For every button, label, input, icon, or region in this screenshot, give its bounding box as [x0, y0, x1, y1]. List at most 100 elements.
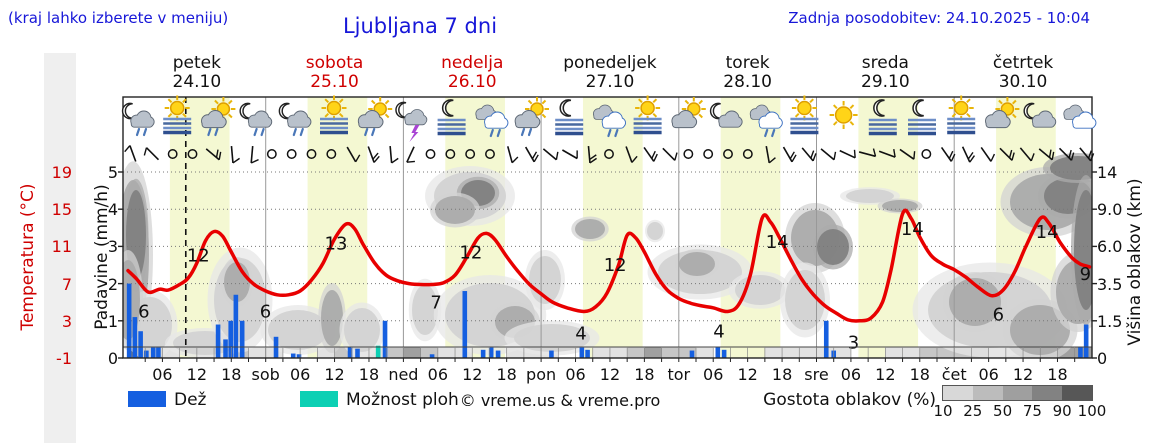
calm-wind-icon: [286, 149, 297, 159]
wind-barb-icon: [858, 148, 877, 158]
cloud-blob: [321, 290, 343, 346]
density-cell: [437, 347, 456, 358]
day-date-label: 30.10: [998, 72, 1048, 92]
cloud-blob: [817, 229, 849, 265]
clouds-drizzle-icon: [475, 104, 509, 138]
side-strip: [44, 53, 76, 443]
last-update-text: Zadnja posodobitev: 24.10.2025 - 10:04: [788, 9, 1090, 27]
cloud-axis-tick: 1.5: [1097, 311, 1123, 331]
temp-value-label: 13: [325, 233, 348, 254]
cloud-blob: [1010, 305, 1070, 355]
clouds-icon: [1063, 104, 1097, 129]
copyright-link[interactable]: © vreme.us & vreme.pro: [459, 391, 661, 410]
precip-axis-tick: 2: [107, 274, 118, 294]
day-abbr-label: sob: [251, 365, 280, 384]
rain-bar: [382, 320, 388, 358]
sun-fog-icon: [320, 95, 348, 135]
cloud-blob: [1050, 156, 1092, 180]
density-segment: [1032, 386, 1063, 400]
hour-label: 06: [289, 365, 311, 384]
hour-label: 12: [324, 365, 345, 384]
density-segment: [1062, 386, 1092, 400]
calm-wind-icon: [604, 149, 614, 159]
rain-bar: [228, 320, 234, 358]
moon-cloud-icon: [1023, 102, 1057, 128]
density-cell: [420, 347, 438, 358]
wind-barb-icon: [542, 148, 559, 161]
density-cell: [627, 347, 645, 358]
cloud-blob: [514, 324, 590, 352]
density-cell: [610, 347, 628, 358]
strip-ticks: [144, 347, 1076, 358]
temperature-labels: 6 12 6 13 7 12 4 12 4 14 3 14 6 14 9: [138, 219, 1091, 354]
day-date-label: 27.10: [585, 72, 635, 92]
day-name-label: torek: [725, 53, 770, 73]
density-cell: [334, 347, 352, 358]
hour-label: 18: [909, 365, 930, 384]
hour-label: 12: [462, 365, 483, 384]
moon-cloud-drizzle-icon: [121, 102, 155, 137]
density-tick-label: 90: [1052, 402, 1072, 420]
wind-barb-icon: [124, 145, 137, 162]
temp-value-label: 4: [575, 323, 586, 344]
cloud-blob: [882, 200, 918, 212]
wind-barb-icon: [940, 146, 956, 162]
hour-label: 06: [427, 365, 448, 384]
day-abbr-label: ned: [388, 365, 419, 384]
moon-lightning-icon: [395, 101, 428, 142]
wind-barb-icon: [820, 148, 837, 161]
shower-bar: [375, 345, 381, 358]
hour-label: 12: [875, 365, 896, 384]
temp-value-label: 7: [430, 293, 441, 314]
day-name-label: sobota: [305, 53, 364, 73]
density-cell: [937, 347, 955, 358]
hour-label: 18: [358, 365, 380, 384]
rain-bar: [429, 354, 435, 358]
sun-fog-icon: [790, 95, 819, 135]
density-segment: [1002, 386, 1033, 400]
temp-value-label: 6: [993, 304, 1004, 325]
rain-bar: [239, 320, 245, 358]
calm-wind-icon: [703, 149, 714, 159]
rain-bar: [1078, 346, 1083, 358]
wind-barb-icon: [878, 149, 896, 158]
day-name-label: nedelja: [441, 53, 504, 73]
density-cell: [162, 347, 180, 358]
rain-bar: [488, 347, 494, 358]
temp-value-label: 12: [459, 242, 482, 263]
calm-wind-icon: [187, 149, 198, 159]
cloud-blob: [268, 310, 328, 350]
calm-wind-icon: [742, 149, 753, 159]
wind-barb-icon: [562, 149, 578, 160]
density-tick-label: 25: [963, 402, 983, 420]
rain-bar: [355, 348, 360, 358]
density-cell: [696, 347, 714, 358]
temperature-curve: [126, 208, 1092, 323]
temp-value-label: 14: [1036, 222, 1059, 243]
rain-bar: [296, 354, 302, 358]
temp-value-label: 14: [901, 219, 924, 240]
hour-label: 18: [771, 365, 793, 384]
precip-axis-tick: 0: [107, 349, 118, 368]
temp-axis-tick: 19: [51, 163, 72, 182]
temp-axis-tick: 7: [61, 274, 72, 294]
density-cell: [885, 347, 903, 358]
density-cell: [317, 347, 335, 358]
sun-fog-icon: [163, 95, 192, 135]
hour-label: 12: [599, 365, 621, 384]
axis-tick-marks: [118, 171, 1097, 362]
temp-value-label: 12: [604, 255, 627, 276]
sun-fog-icon: [947, 95, 976, 135]
cloud-blob: [679, 252, 715, 276]
wind-barb-icon: [205, 148, 222, 161]
cloud-axis-tick: 3.5: [1097, 274, 1123, 294]
day-date-label: 29.10: [861, 72, 910, 92]
hour-label: 12: [1012, 365, 1034, 384]
shower-legend-swatch: [300, 391, 338, 407]
cloud-axis-tick: 9.0: [1097, 200, 1123, 220]
temp-value-label: 6: [260, 302, 271, 323]
hour-label: 18: [496, 365, 517, 384]
rain-bar: [144, 350, 149, 358]
rain-bar: [480, 349, 486, 358]
